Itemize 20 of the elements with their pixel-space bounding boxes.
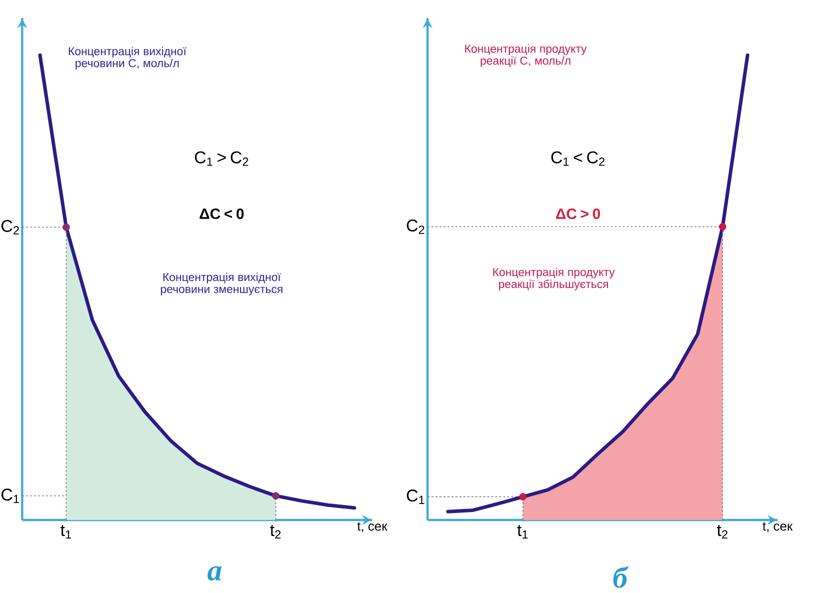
x-tick-label: t$_{2}$: [716, 525, 728, 539]
y-axis-title: Концентрація вихідної речовини С, моль/л: [68, 46, 186, 70]
ref-line-label: C$_{2}$: [2, 220, 19, 234]
annotation: Концентрація вихідної речовини зменшується: [160, 272, 282, 296]
x-axis-title: t, сек: [762, 522, 793, 532]
annotation: ΔC > 0: [556, 208, 600, 220]
annotation: C$_{1}$ > C$_{2}$: [194, 151, 248, 166]
ref-line-label: C$_{1}$: [406, 490, 424, 504]
x-axis-title: t, сек: [357, 522, 388, 532]
ref-line-label: C$_{2}$: [406, 219, 424, 234]
text: б: [613, 566, 628, 588]
x-tick-label: t$_{1}$: [60, 525, 72, 539]
x-tick-label: t$_{1}$: [517, 525, 528, 539]
annotation: ΔC < 0: [200, 208, 244, 220]
x-tick-label: t$_{2}$: [270, 525, 281, 539]
annotation: C$_{1}$ < C$_{2}$: [551, 151, 605, 166]
ref-line-label: C$_{1}$: [2, 488, 19, 504]
y-axis-title: Концентрація продукту реакції С, моль/л: [465, 44, 587, 67]
annotation: Концентрація продукту реакції збільшується: [493, 268, 615, 290]
text: а: [208, 566, 222, 581]
